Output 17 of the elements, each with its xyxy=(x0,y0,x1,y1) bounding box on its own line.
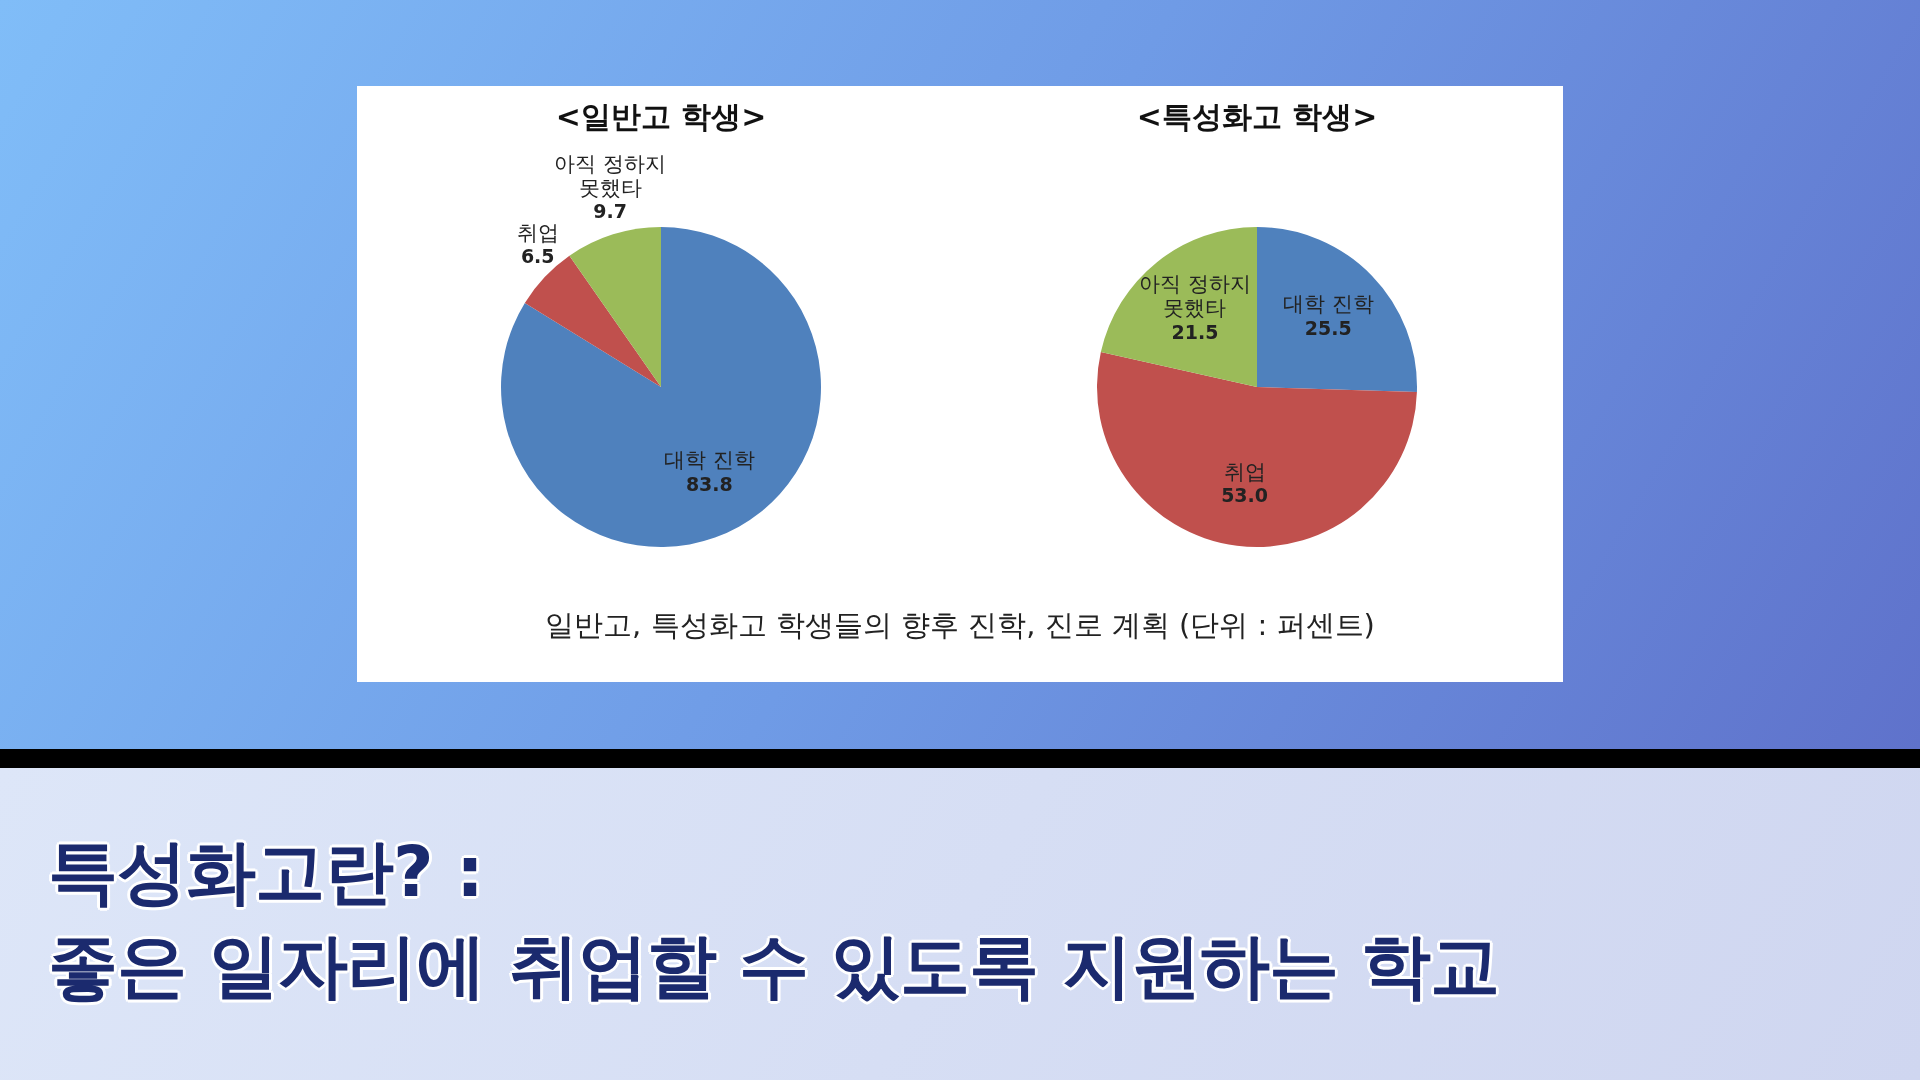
slice-label: 취업 xyxy=(1223,459,1266,484)
slice-label: 아직 정하지 못했타 xyxy=(1139,272,1251,321)
text: 좋은 일자리에 취업할 수 있도록 지원하는 학교 xyxy=(48,924,1500,1009)
chart-title: <일반고 학생> xyxy=(555,98,767,134)
chart-title: <특성화고 학생> xyxy=(1136,98,1378,134)
data-label: 53.0 xyxy=(1221,484,1269,507)
slice-label: 대학 진학 xyxy=(663,448,755,473)
data-label: 21.5 xyxy=(1171,320,1219,343)
slice-label: 아직 정하지 못했타 xyxy=(554,151,666,200)
slice-label: 취업 xyxy=(516,220,559,245)
slice-label: 대학 진학 xyxy=(1282,292,1374,317)
data-label: 6.5 xyxy=(520,245,555,268)
text: 일반고, 특성화고 학생들의 향후 진학, 진로 계획 (단위 : 퍼센트) xyxy=(544,607,1376,644)
data-label: 25.5 xyxy=(1304,316,1352,339)
data-label: 9.7 xyxy=(593,200,627,223)
text: 특성화고란? : xyxy=(48,830,483,915)
data-label: 83.8 xyxy=(685,472,733,495)
